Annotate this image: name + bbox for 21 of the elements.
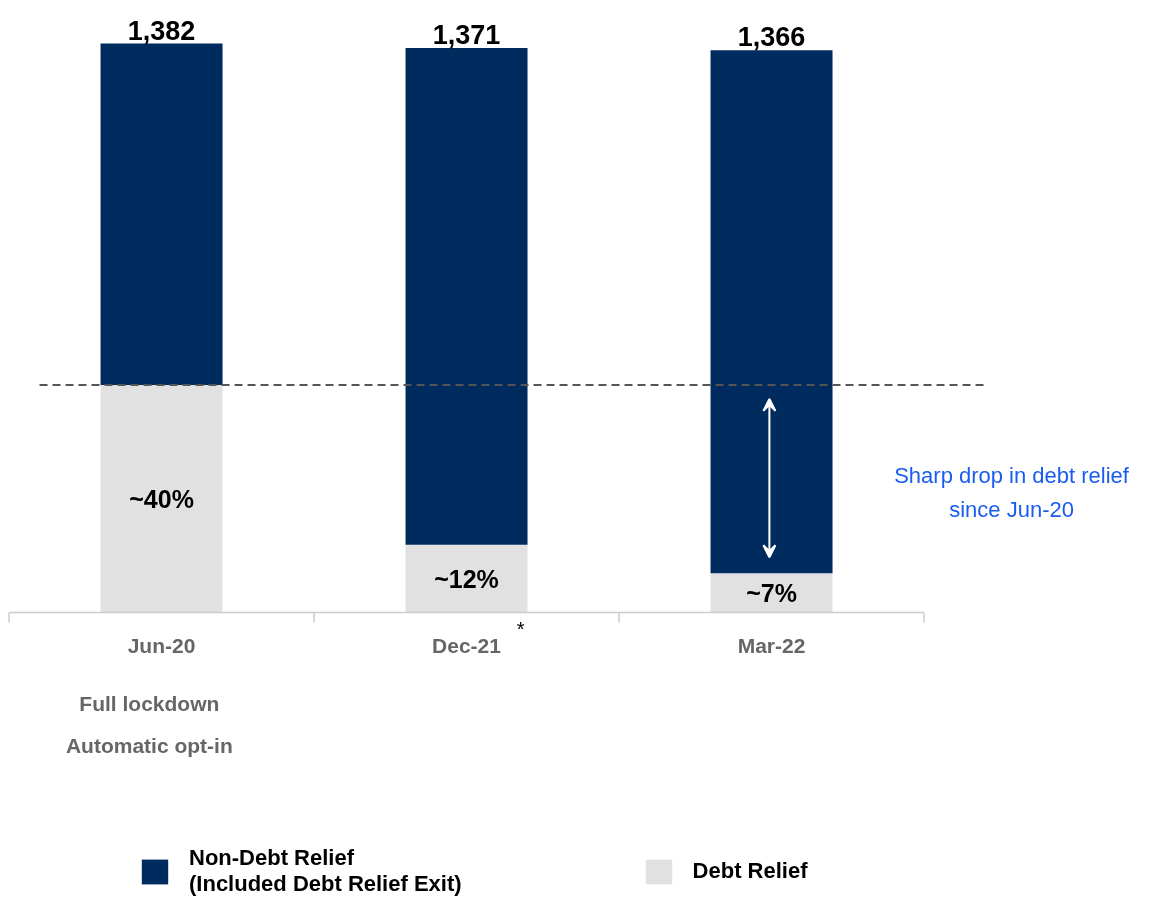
bar <box>405 544 528 613</box>
annotation: 1,371 <box>432 20 501 51</box>
annotation: 1,366 <box>737 22 806 53</box>
bar <box>405 48 528 545</box>
legend-label: Non-Debt Relief (Included Debt Relief Exit) <box>189 845 462 897</box>
x-tick-label: Dec-21 <box>432 634 502 657</box>
text: * <box>516 617 525 640</box>
x-tick-label: Mar-22 <box>737 634 806 657</box>
annotation: Sharp drop in debt relief since Jun-20 <box>894 463 1130 522</box>
bar <box>100 384 223 613</box>
bar <box>710 573 833 613</box>
legend-label: Debt Relief <box>692 858 808 884</box>
annotation: ~12% <box>434 564 499 593</box>
bar <box>100 43 223 385</box>
text: Full lockdown <box>79 692 220 715</box>
bar <box>710 50 833 574</box>
text: Automatic opt-in <box>65 734 233 757</box>
annotation: ~7% <box>746 578 797 607</box>
annotation: ~40% <box>129 484 194 513</box>
x-tick-label: Jun-20 <box>127 634 196 657</box>
annotation: 1,382 <box>127 15 196 46</box>
